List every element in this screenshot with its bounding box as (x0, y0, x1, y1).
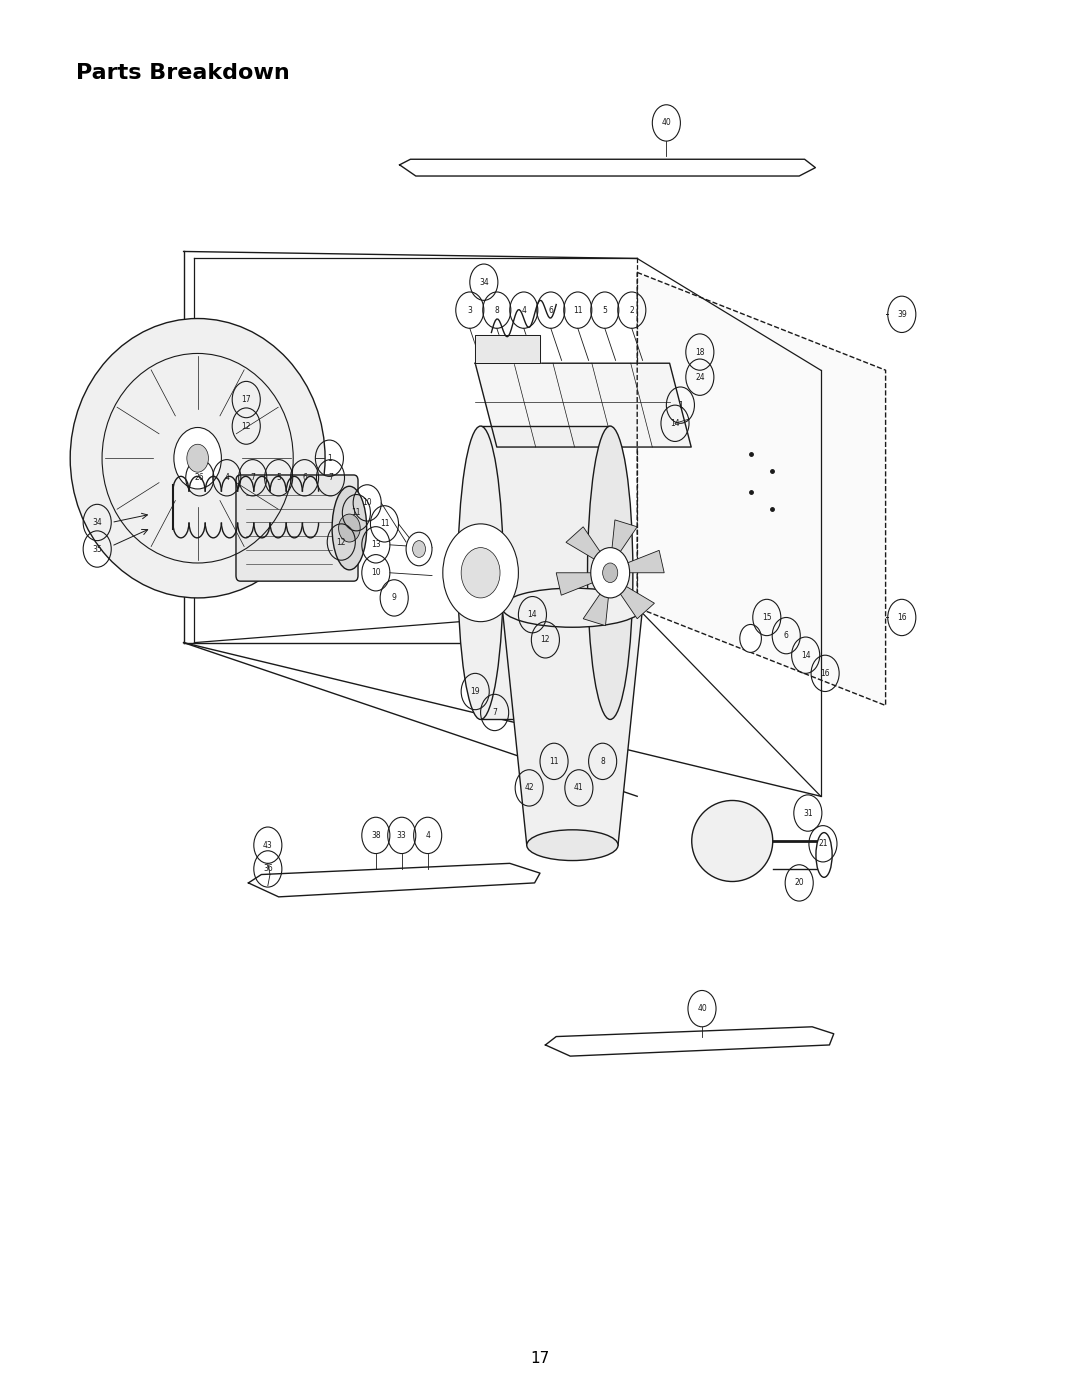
Text: 21: 21 (819, 840, 827, 848)
Text: 11: 11 (550, 757, 558, 766)
Polygon shape (248, 863, 540, 897)
Text: 11: 11 (380, 520, 389, 528)
Ellipse shape (333, 486, 366, 570)
Text: 17: 17 (242, 395, 251, 404)
Circle shape (187, 444, 208, 472)
Text: 14: 14 (528, 610, 537, 619)
Text: 1: 1 (327, 454, 332, 462)
FancyBboxPatch shape (237, 475, 359, 581)
Text: 2: 2 (630, 306, 634, 314)
Text: 7: 7 (492, 708, 497, 717)
Text: 34: 34 (478, 278, 489, 286)
Text: 42: 42 (525, 784, 534, 792)
Text: 35: 35 (92, 545, 103, 553)
Text: 3: 3 (468, 306, 472, 314)
Polygon shape (611, 520, 637, 555)
Text: 14: 14 (671, 419, 679, 427)
Text: 16: 16 (897, 613, 906, 622)
Circle shape (339, 514, 361, 542)
Text: 5: 5 (603, 306, 607, 314)
Text: 6: 6 (549, 306, 553, 314)
Text: 39: 39 (896, 310, 907, 319)
Polygon shape (481, 426, 610, 719)
Text: 6: 6 (302, 474, 307, 482)
Polygon shape (556, 573, 595, 595)
Text: 1: 1 (678, 401, 683, 409)
Polygon shape (475, 335, 540, 363)
Polygon shape (618, 585, 654, 619)
Text: 11: 11 (573, 306, 582, 314)
Circle shape (443, 524, 518, 622)
Circle shape (174, 427, 221, 489)
Text: 4: 4 (426, 831, 430, 840)
Text: 7: 7 (251, 474, 255, 482)
Ellipse shape (502, 588, 643, 627)
Ellipse shape (588, 426, 633, 719)
Polygon shape (566, 527, 603, 560)
Circle shape (406, 532, 432, 566)
Text: 31: 31 (804, 809, 812, 817)
Text: 20: 20 (795, 879, 804, 887)
Text: 24: 24 (696, 373, 704, 381)
Text: 16: 16 (821, 669, 829, 678)
Text: 5: 5 (276, 474, 281, 482)
Circle shape (603, 563, 618, 583)
Text: 12: 12 (541, 636, 550, 644)
Text: 12: 12 (242, 422, 251, 430)
Text: 14: 14 (801, 651, 810, 659)
Text: 11: 11 (352, 509, 361, 517)
Circle shape (740, 624, 761, 652)
Text: 17: 17 (530, 1351, 550, 1366)
Text: 7: 7 (328, 474, 333, 482)
Text: 41: 41 (575, 784, 583, 792)
Text: 8: 8 (495, 306, 499, 314)
Polygon shape (637, 272, 886, 705)
Polygon shape (502, 608, 643, 845)
Text: Parts Breakdown: Parts Breakdown (76, 63, 289, 82)
Text: 4: 4 (522, 306, 526, 314)
Ellipse shape (692, 800, 773, 882)
Text: 15: 15 (762, 613, 771, 622)
Text: 13: 13 (372, 541, 380, 549)
Ellipse shape (816, 833, 832, 877)
Text: 34: 34 (92, 518, 103, 527)
Text: 36: 36 (262, 865, 273, 873)
Text: 8: 8 (600, 757, 605, 766)
Text: 33: 33 (396, 831, 407, 840)
Text: 10: 10 (363, 499, 372, 507)
Text: 26: 26 (195, 474, 204, 482)
Text: 40: 40 (661, 119, 672, 127)
Text: 40: 40 (697, 1004, 707, 1013)
Ellipse shape (458, 426, 503, 719)
Text: 12: 12 (337, 538, 346, 546)
Text: 10: 10 (372, 569, 380, 577)
Polygon shape (400, 159, 815, 176)
Text: 43: 43 (262, 841, 273, 849)
Ellipse shape (527, 830, 618, 861)
Text: 6: 6 (784, 631, 788, 640)
Text: 9: 9 (392, 594, 396, 602)
Text: 18: 18 (696, 348, 704, 356)
Text: 38: 38 (372, 831, 380, 840)
Circle shape (413, 541, 426, 557)
Text: 4: 4 (225, 474, 229, 482)
Text: 19: 19 (471, 687, 480, 696)
Polygon shape (625, 550, 664, 573)
Polygon shape (545, 1027, 834, 1056)
Circle shape (461, 548, 500, 598)
Polygon shape (475, 363, 691, 447)
Polygon shape (583, 591, 609, 626)
Circle shape (591, 548, 630, 598)
Ellipse shape (70, 319, 325, 598)
